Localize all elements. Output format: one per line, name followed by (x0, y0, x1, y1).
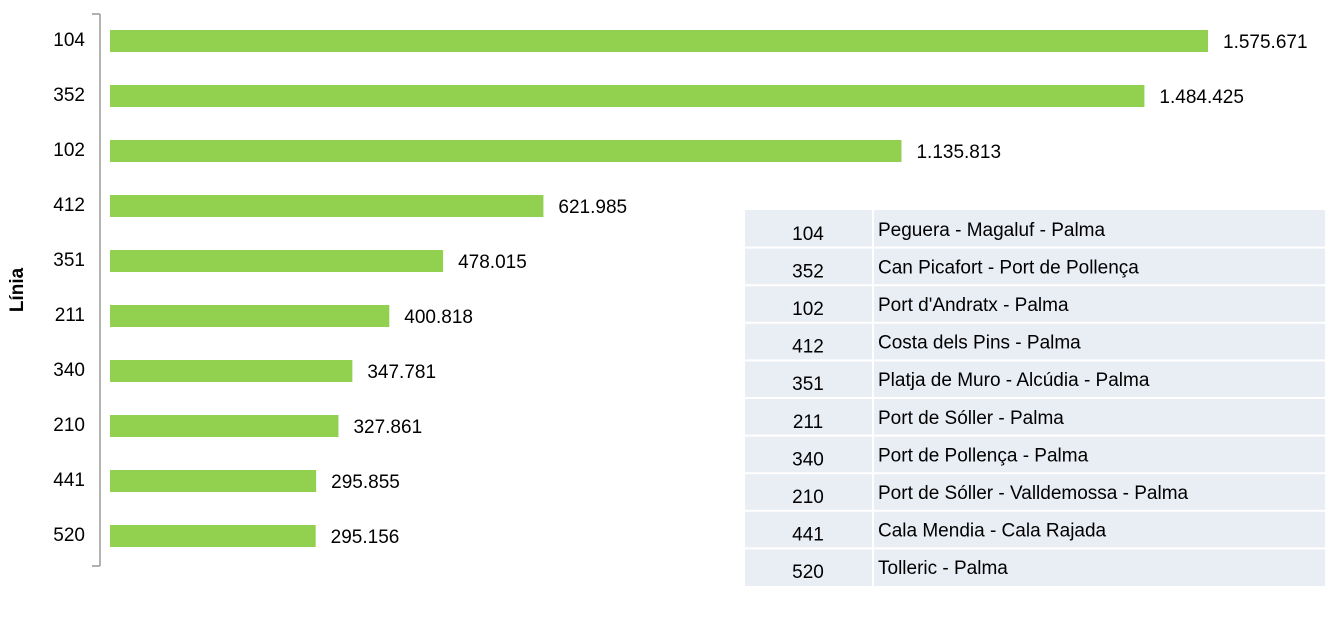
category-label: 210 (53, 415, 85, 436)
line-code: 104 (792, 224, 824, 245)
route-name: Costa dels Pins - Palma (878, 333, 1081, 354)
category-label: 352 (53, 85, 85, 106)
route-name: Port de Sóller - Valldemossa - Palma (878, 483, 1189, 504)
bar (110, 195, 544, 217)
value-label: 478.015 (458, 252, 527, 273)
route-name: Port de Sóller - Palma (878, 408, 1064, 429)
value-label: 1.575.671 (1223, 32, 1308, 53)
route-name: Port de Pollença - Palma (878, 445, 1089, 466)
legend-table: 104 Peguera - Magaluf - Palma 352 Can Picaf… (745, 210, 1325, 586)
line-code: 102 (792, 299, 824, 320)
route-name: Platja de Muro - Alcúdia - Palma (878, 370, 1150, 391)
value-label: 295.855 (331, 472, 400, 493)
bar (110, 250, 444, 272)
route-name: Can Picafort - Port de Pollença (878, 257, 1139, 278)
route-name: Tolleric - Palma (878, 558, 1008, 579)
bar (110, 85, 1145, 107)
line-code: 211 (793, 412, 823, 433)
route-name: Cala Mendia - Cala Rajada (878, 521, 1107, 542)
line-code: 351 (792, 374, 824, 395)
line-code: 352 (792, 261, 824, 282)
category-label: 211 (55, 305, 85, 326)
bar (110, 415, 339, 437)
category-label: 520 (53, 525, 85, 546)
category-label: 340 (53, 360, 85, 381)
value-label: 1.135.813 (916, 142, 1001, 163)
bar (110, 470, 317, 492)
category-label: 441 (53, 470, 85, 491)
y-axis-label: Línia (7, 267, 28, 312)
line-code: 340 (792, 449, 824, 470)
value-label: 1.484.425 (1159, 87, 1244, 108)
value-label: 621.985 (558, 197, 627, 218)
line-code: 412 (792, 337, 824, 358)
value-label: 327.861 (353, 417, 422, 438)
value-label: 347.781 (367, 362, 436, 383)
bar (110, 30, 1208, 52)
category-label: 412 (53, 195, 85, 216)
category-label: 351 (53, 250, 85, 271)
bar (110, 360, 353, 382)
route-name: Port d'Andratx - Palma (878, 295, 1069, 316)
bar (110, 305, 390, 327)
category-label: 104 (53, 30, 85, 51)
value-label: 295.156 (331, 527, 400, 548)
bar (110, 525, 316, 547)
line-code: 520 (792, 562, 824, 583)
value-label: 400.818 (404, 307, 473, 328)
category-label: 102 (53, 140, 85, 161)
line-code: 441 (792, 525, 824, 546)
route-name: Peguera - Magaluf - Palma (878, 220, 1105, 241)
bar (110, 140, 902, 162)
line-code: 210 (792, 487, 824, 508)
